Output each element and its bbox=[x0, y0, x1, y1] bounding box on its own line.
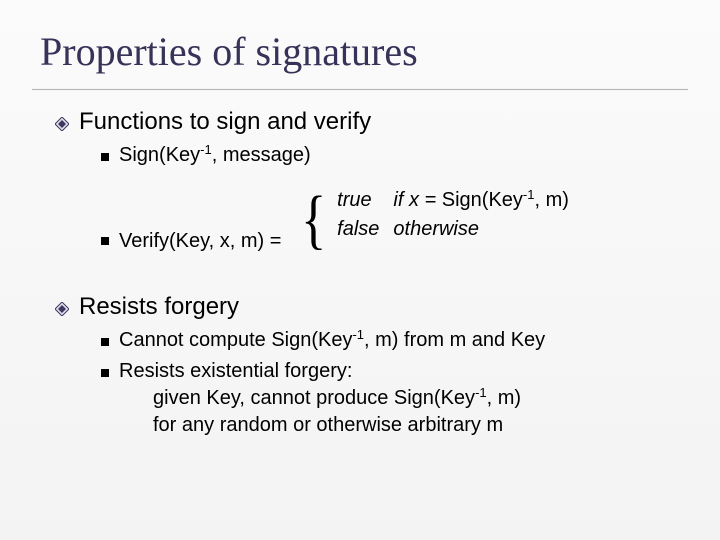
square-bullet-icon bbox=[101, 153, 109, 161]
f1-b: , m) from m and Key bbox=[364, 329, 545, 351]
slide-title: Properties of signatures bbox=[0, 0, 720, 87]
square-bullet-icon bbox=[101, 338, 109, 346]
section-functions: Functions to sign and verify Sign(Key-1,… bbox=[55, 108, 680, 267]
section-forgery: Resists forgery Cannot compute Sign(Key-… bbox=[55, 293, 680, 437]
slide: Properties of signatures Functions to si… bbox=[0, 0, 720, 540]
f2-line1: Resists existential forgery: bbox=[109, 360, 352, 383]
case-false-cond: otherwise bbox=[393, 218, 569, 241]
brace-icon: { bbox=[287, 187, 332, 253]
f2-line2b: , m) bbox=[487, 387, 521, 409]
verify-cases: true if x = Sign(Key-1, m) false otherwi… bbox=[337, 189, 569, 241]
sign-text-a: Sign(Key bbox=[119, 144, 200, 166]
case-true-cond: if x = Sign(Key-1, m) bbox=[393, 189, 569, 212]
square-bullet-icon bbox=[101, 369, 109, 377]
slide-body: Functions to sign and verify Sign(Key-1,… bbox=[0, 90, 720, 437]
diamond-bullet-icon bbox=[55, 117, 69, 131]
forgery-item-2: Resists existential forgery: given Key, … bbox=[101, 360, 680, 437]
forgery-item-1: Cannot compute Sign(Key-1, m) from m and… bbox=[101, 329, 680, 352]
f2-line2a: given Key, cannot produce Sign(Key bbox=[153, 387, 475, 409]
f2-line2: given Key, cannot produce Sign(Key-1, m) bbox=[153, 387, 680, 410]
case-true-sup: -1 bbox=[523, 187, 535, 202]
section-heading: Resists forgery bbox=[69, 293, 239, 321]
f1-a: Cannot compute Sign(Key bbox=[119, 329, 352, 351]
square-bullet-icon bbox=[101, 237, 109, 245]
sign-text-b: , message) bbox=[212, 144, 311, 166]
section-heading: Functions to sign and verify bbox=[69, 108, 371, 136]
case-false-label: false bbox=[337, 218, 379, 241]
case-true-prefix: if x = bbox=[393, 189, 441, 211]
case-true-fn-a: Sign(Key bbox=[442, 189, 523, 211]
sign-superscript: -1 bbox=[200, 142, 212, 157]
f1-sup: -1 bbox=[352, 327, 364, 342]
verify-lhs: Verify(Key, x, m) = bbox=[109, 204, 281, 253]
verify-item: Verify(Key, x, m) = { true if x = Sign(K… bbox=[101, 189, 680, 267]
case-true-fn-b: , m) bbox=[534, 189, 568, 211]
f2-line3: for any random or otherwise arbitrary m bbox=[153, 414, 680, 437]
case-true-label: true bbox=[337, 189, 379, 212]
sign-item: Sign(Key-1, message) bbox=[101, 144, 680, 167]
f2-line2sup: -1 bbox=[475, 385, 487, 400]
diamond-bullet-icon bbox=[55, 302, 69, 316]
